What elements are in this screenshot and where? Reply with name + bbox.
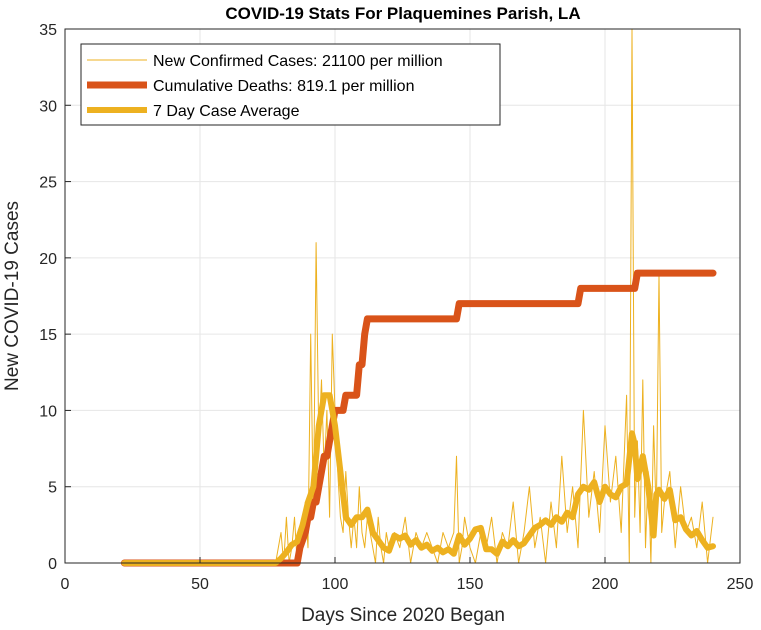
y-tick-label: 20 [39, 251, 57, 268]
plot-frame [64, 28, 741, 564]
x-axis-label: Days Since 2020 Began [301, 605, 505, 626]
x-tick-label: 150 [457, 576, 484, 593]
legend-label-7-day-average: 7 Day Case Average [153, 103, 300, 120]
x-tick-label: 200 [592, 576, 619, 593]
series-layer [120, 28, 717, 567]
y-tick-label: 30 [39, 98, 57, 115]
x-tick-label: 0 [61, 576, 70, 593]
chart-title: COVID-19 Stats For Plaquemines Parish, L… [225, 4, 580, 23]
y-tick-label: 15 [39, 327, 57, 344]
legend: New Confirmed Cases: 21100 per million C… [80, 43, 501, 126]
y-tick-label: 5 [48, 480, 57, 497]
legend-box [80, 43, 501, 126]
x-tick-label: 250 [727, 576, 754, 593]
y-axis-label: New COVID-19 Cases [2, 201, 23, 391]
legend-label-cumulative-deaths: Cumulative Deaths: 819.1 per million [153, 78, 414, 95]
y-tick-label: 25 [39, 175, 57, 192]
axis-ticks: 0 50 100 150 200 250 0 5 10 15 20 25 30 35 [39, 22, 753, 593]
y-tick-label: 35 [39, 22, 57, 39]
y-tick-label: 10 [39, 403, 57, 420]
series-7-day-average [121, 392, 716, 566]
legend-label-new-cases: New Confirmed Cases: 21100 per million [153, 53, 443, 70]
x-tick-label: 50 [191, 576, 209, 593]
series-cumulative-deaths [120, 269, 717, 567]
y-tick-label: 0 [48, 556, 57, 573]
x-tick-label: 100 [322, 576, 349, 593]
